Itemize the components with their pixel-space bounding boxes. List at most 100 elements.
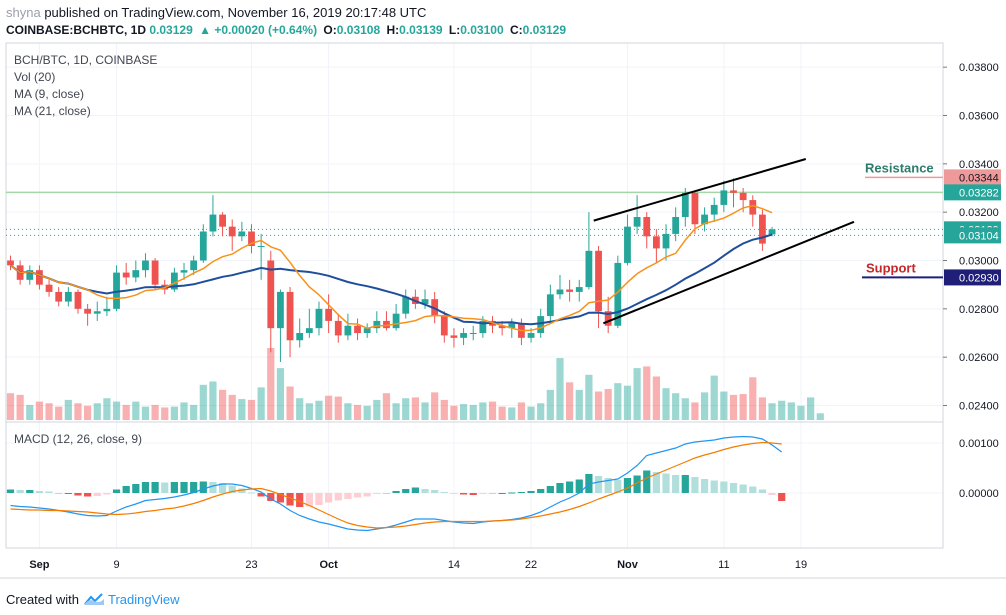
macd-histogram-bar	[199, 481, 207, 493]
x-tick-label: Sep	[29, 559, 49, 571]
macd-histogram-bar	[710, 480, 718, 493]
candle-body	[421, 299, 429, 304]
x-tick-label: 11	[718, 559, 729, 571]
volume-bar	[74, 403, 82, 420]
macd-histogram-bar	[325, 493, 333, 503]
candle-body	[170, 272, 178, 290]
publish-line: shyna published on TradingView.com, Nove…	[6, 5, 426, 20]
volume-bar	[700, 392, 709, 420]
candle-body	[527, 333, 535, 338]
candle-body	[546, 294, 554, 317]
volume-bar	[431, 392, 439, 420]
candle-body	[209, 214, 217, 232]
volume-bar	[132, 401, 140, 420]
candle-body	[652, 236, 660, 249]
macd-histogram-bar	[344, 493, 352, 499]
tradingview-brand[interactable]: TradingView	[108, 592, 180, 607]
legend-ma9[interactable]: MA (9, close)	[14, 87, 85, 101]
macd-histogram-bar	[508, 492, 516, 494]
macd-histogram-bar	[652, 472, 660, 493]
legend-ma21[interactable]: MA (21, close)	[14, 104, 91, 118]
macd-histogram-bar	[305, 493, 313, 507]
channel-lower-line	[602, 220, 855, 325]
legend-macd[interactable]: MACD (12, 26, close, 9)	[14, 432, 143, 446]
macd-histogram-bar	[411, 487, 419, 493]
volume-bar	[537, 403, 545, 420]
volume-bar	[180, 402, 188, 420]
candle-body	[64, 291, 72, 302]
macd-histogram-bar	[700, 479, 709, 493]
volume-bar	[64, 399, 72, 420]
macd-histogram-bar	[402, 489, 410, 493]
candle-body	[84, 308, 92, 314]
macd-histogram-bar	[421, 489, 429, 493]
published-text: published on TradingView.com, November 1…	[44, 5, 427, 20]
price-label-box	[944, 184, 1001, 201]
price-change: +0.00020 (+0.64%)	[214, 23, 318, 37]
y-tick-label: 0.03600	[959, 111, 999, 123]
support-annotation: Support	[866, 260, 916, 275]
volume-bar	[190, 404, 198, 420]
macd-histogram-bar	[469, 493, 477, 495]
y-tick-label: 0.03000	[959, 256, 999, 268]
macd-histogram-bar	[604, 478, 612, 493]
trend-channel[interactable]	[593, 158, 855, 325]
volume-bar	[778, 400, 786, 420]
candle-body	[45, 284, 53, 292]
candle-body	[701, 214, 708, 225]
volume-bar	[614, 383, 622, 420]
volume-bar	[16, 394, 24, 420]
macd-histogram-bar	[6, 489, 15, 493]
legend-volume[interactable]: Vol (20)	[14, 70, 56, 84]
candle-body	[257, 246, 265, 247]
volume-bar	[787, 402, 795, 420]
macd-histogram-bar	[55, 493, 63, 494]
volume-bar	[459, 404, 468, 420]
volume-bar	[6, 393, 15, 420]
x-tick-label: Oct	[319, 559, 338, 571]
macd-histogram-bar	[382, 493, 391, 494]
macd-histogram-bar	[556, 483, 564, 493]
volume-bar	[488, 401, 497, 420]
volume-bar	[286, 386, 294, 420]
volume-bar	[758, 397, 767, 420]
candlesticks[interactable]	[7, 178, 776, 362]
volume-bar	[566, 382, 574, 420]
candle-body	[344, 325, 352, 336]
volume-bar	[402, 398, 410, 420]
macd-histogram-bar	[209, 482, 217, 493]
candle-body	[122, 272, 130, 278]
candle-body	[469, 333, 477, 334]
volume-bar	[768, 403, 776, 420]
candle-body	[479, 320, 487, 333]
price-chart[interactable]: 0.03800 0.03600 0.03400 0.03200 0.03000 0.028…	[0, 0, 1006, 590]
macd-histogram-bar	[286, 493, 294, 506]
time-axis[interactable]: Sep 9 23 Oct 14 22 Nov 11 19	[29, 559, 807, 571]
candle-body	[624, 226, 631, 263]
macd-histogram-bar	[566, 481, 574, 493]
channel-upper-line	[593, 158, 807, 222]
y-tick-label: 0.03400	[959, 159, 999, 171]
created-with-label: Created with	[6, 592, 79, 607]
price-axis[interactable]: 0.03800 0.03600 0.03400 0.03200 0.03000 0.028…	[943, 62, 1001, 500]
candle-body	[74, 291, 82, 309]
macd-histogram-bar	[498, 493, 506, 494]
macd-histogram-bar	[662, 473, 670, 493]
volume-bar	[450, 405, 458, 420]
candle-body	[585, 250, 593, 288]
author-name[interactable]: shyna	[6, 5, 41, 20]
volume-bar	[421, 402, 429, 420]
y-tick-label: 0.02600	[959, 352, 999, 364]
macd-histogram-bar	[122, 486, 130, 493]
y-tick-label: 0.02400	[959, 401, 999, 413]
candle-body	[460, 333, 467, 338]
candle-body	[190, 260, 198, 271]
volume-bar	[662, 388, 670, 420]
candle-body	[325, 308, 333, 321]
volume-bar	[257, 387, 265, 420]
candle-body	[440, 316, 448, 336]
macd-pane[interactable]	[6, 435, 786, 532]
candle-body	[305, 328, 313, 333]
low-value: 0.03100	[460, 23, 504, 37]
resistance-annotation: Resistance	[865, 160, 934, 175]
